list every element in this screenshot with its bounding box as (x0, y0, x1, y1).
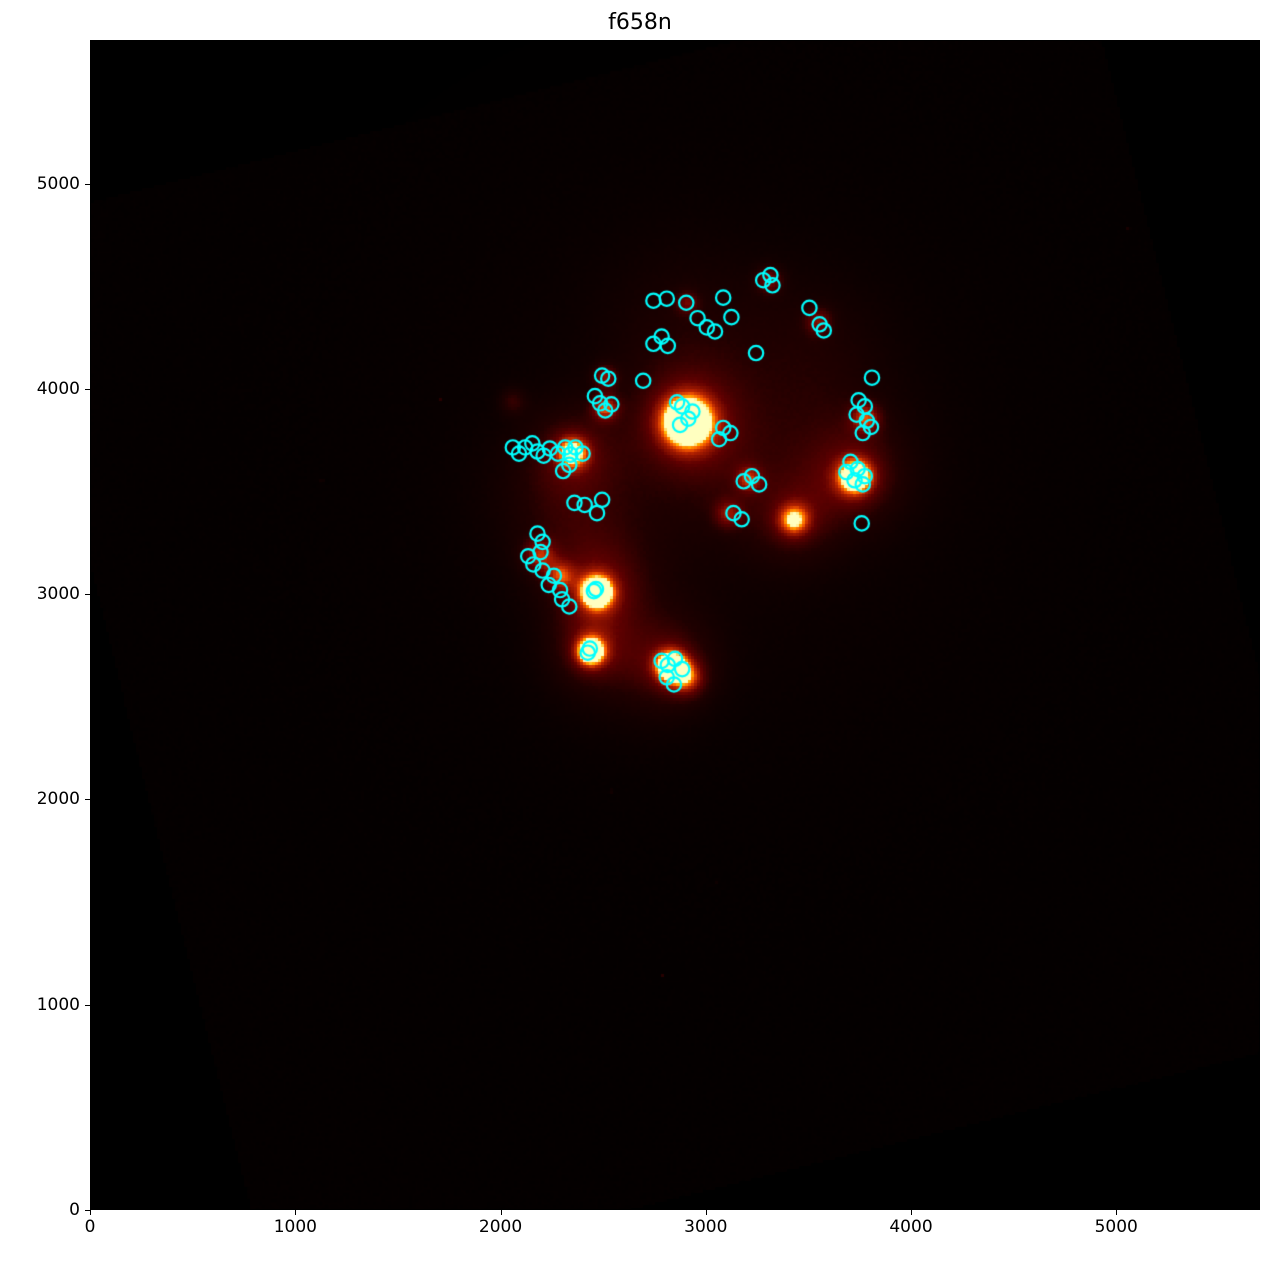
y-tick-label: 2000 (30, 789, 80, 809)
y-tick (85, 1005, 90, 1006)
y-tick-label: 0 (30, 1200, 80, 1220)
image-canvas (91, 41, 1260, 1210)
x-tick (295, 1210, 296, 1215)
y-tick (85, 594, 90, 595)
axes-area (90, 40, 1260, 1210)
y-tick (85, 799, 90, 800)
chart-title: f658n (0, 10, 1280, 35)
x-tick-label: 3000 (684, 1217, 727, 1237)
y-tick (85, 184, 90, 185)
x-tick (90, 1210, 91, 1215)
y-tick (85, 1210, 90, 1211)
x-tick (706, 1210, 707, 1215)
x-tick-label: 0 (85, 1217, 96, 1237)
y-tick (85, 389, 90, 390)
y-tick-label: 1000 (30, 995, 80, 1015)
x-tick-label: 5000 (1095, 1217, 1138, 1237)
x-tick (1116, 1210, 1117, 1215)
y-tick-label: 3000 (30, 584, 80, 604)
y-tick-label: 4000 (30, 379, 80, 399)
x-tick-label: 1000 (274, 1217, 317, 1237)
x-tick (501, 1210, 502, 1215)
x-tick-label: 2000 (479, 1217, 522, 1237)
x-tick (911, 1210, 912, 1215)
figure: f658n 0 1000 2000 3000 4000 5000 0 1000 2000 300… (0, 0, 1280, 1280)
y-tick-label: 5000 (30, 174, 80, 194)
x-tick-label: 4000 (889, 1217, 932, 1237)
